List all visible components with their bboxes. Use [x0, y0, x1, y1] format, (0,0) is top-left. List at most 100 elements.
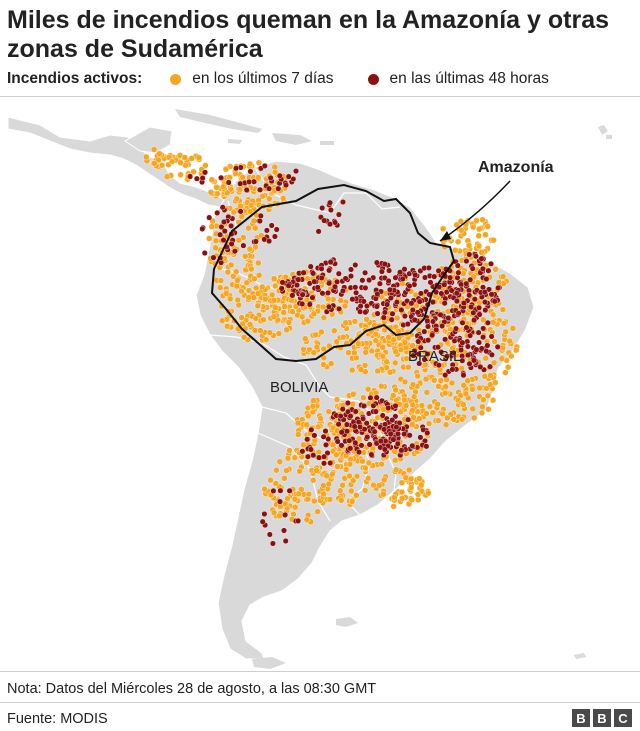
fire-point — [408, 484, 415, 491]
fire-point — [345, 349, 352, 356]
fire-point — [353, 289, 360, 296]
fire-point — [270, 275, 278, 282]
fire-point — [362, 269, 369, 276]
fire-point — [275, 330, 283, 337]
fire-point — [360, 403, 367, 410]
fire-point — [316, 454, 323, 461]
fire-point — [414, 372, 421, 380]
fire-point — [368, 347, 376, 355]
fire-point — [224, 268, 232, 276]
fire-point — [208, 176, 216, 184]
fire-point — [480, 396, 487, 403]
fire-point — [476, 304, 483, 311]
fire-point — [424, 317, 431, 324]
fire-point — [352, 439, 359, 446]
fire-point — [327, 460, 334, 467]
fire-point — [314, 508, 321, 515]
fire-point — [415, 350, 422, 357]
fire-point — [190, 168, 197, 176]
fire-point — [391, 494, 398, 501]
fire-point — [357, 424, 364, 431]
fire-point — [426, 403, 434, 410]
fire-point — [347, 445, 354, 452]
fire-point — [307, 446, 314, 453]
fire-point — [327, 221, 334, 228]
fire-point — [454, 262, 461, 269]
fire-point — [277, 498, 284, 505]
fire-point — [360, 394, 367, 401]
fire-point — [509, 325, 517, 332]
fire-point — [387, 430, 394, 437]
fire-point — [291, 496, 299, 503]
fire-point — [311, 432, 318, 439]
source: Fuente: MODIS — [7, 711, 108, 727]
fire-point — [381, 446, 388, 453]
fire-point — [283, 326, 290, 334]
fire-point — [222, 165, 230, 173]
fire-point — [349, 366, 356, 374]
fire-point — [372, 408, 379, 415]
fire-point — [459, 319, 466, 326]
fire-point — [435, 267, 442, 274]
fire-point — [284, 455, 292, 462]
fire-point — [495, 279, 503, 286]
fire-point — [277, 487, 284, 494]
fire-point — [246, 245, 254, 253]
fire-point — [295, 276, 302, 283]
fire-point — [401, 431, 408, 438]
fire-point — [304, 453, 311, 460]
fire-point — [299, 300, 306, 307]
fire-point — [409, 401, 416, 409]
fire-point — [359, 277, 366, 284]
fire-point — [310, 452, 317, 459]
fire-point — [158, 162, 166, 169]
fire-point — [340, 198, 347, 205]
fire-point — [216, 284, 224, 291]
bolivia-label: BOLIVIA — [270, 379, 328, 396]
fire-point — [259, 283, 266, 291]
cuba-island — [175, 109, 262, 133]
fire-point — [208, 223, 216, 230]
fire-point — [292, 504, 299, 511]
fire-point — [487, 363, 494, 370]
fire-point — [289, 308, 296, 315]
fire-point — [438, 290, 445, 297]
fire-point — [407, 475, 415, 483]
fire-point — [309, 403, 317, 410]
orange-dot-icon — [170, 73, 182, 85]
fire-point — [455, 310, 462, 317]
fire-point — [350, 391, 357, 398]
fire-point — [397, 408, 405, 415]
fire-point — [425, 489, 432, 497]
fire-point — [261, 162, 268, 169]
fire-point — [466, 292, 473, 299]
fire-point — [307, 263, 314, 270]
fire-point — [337, 297, 344, 304]
fire-point — [431, 377, 438, 384]
fire-point — [422, 274, 429, 281]
fire-point — [381, 426, 388, 433]
fire-point — [343, 421, 350, 428]
fire-point — [492, 379, 499, 386]
fire-point — [388, 316, 395, 323]
fire-point — [250, 217, 258, 225]
fire-point — [431, 273, 438, 280]
fire-point — [342, 319, 349, 327]
fire-point — [386, 369, 394, 376]
note: Nota: Datos del Miércoles 28 de agosto, … — [7, 681, 377, 697]
fire-point — [425, 420, 433, 427]
fire-point — [238, 314, 245, 321]
fire-point — [355, 419, 362, 426]
fire-point — [418, 402, 426, 409]
fire-point — [488, 333, 495, 340]
fire-point — [226, 295, 234, 303]
fire-point — [484, 342, 491, 349]
atlantic-islet-2 — [606, 135, 612, 139]
fire-point — [214, 209, 221, 216]
fire-point — [255, 259, 262, 267]
fire-point — [458, 281, 465, 288]
fire-point — [467, 276, 474, 283]
fire-point — [320, 482, 327, 489]
fire-point — [377, 438, 384, 445]
fire-point — [305, 412, 312, 420]
